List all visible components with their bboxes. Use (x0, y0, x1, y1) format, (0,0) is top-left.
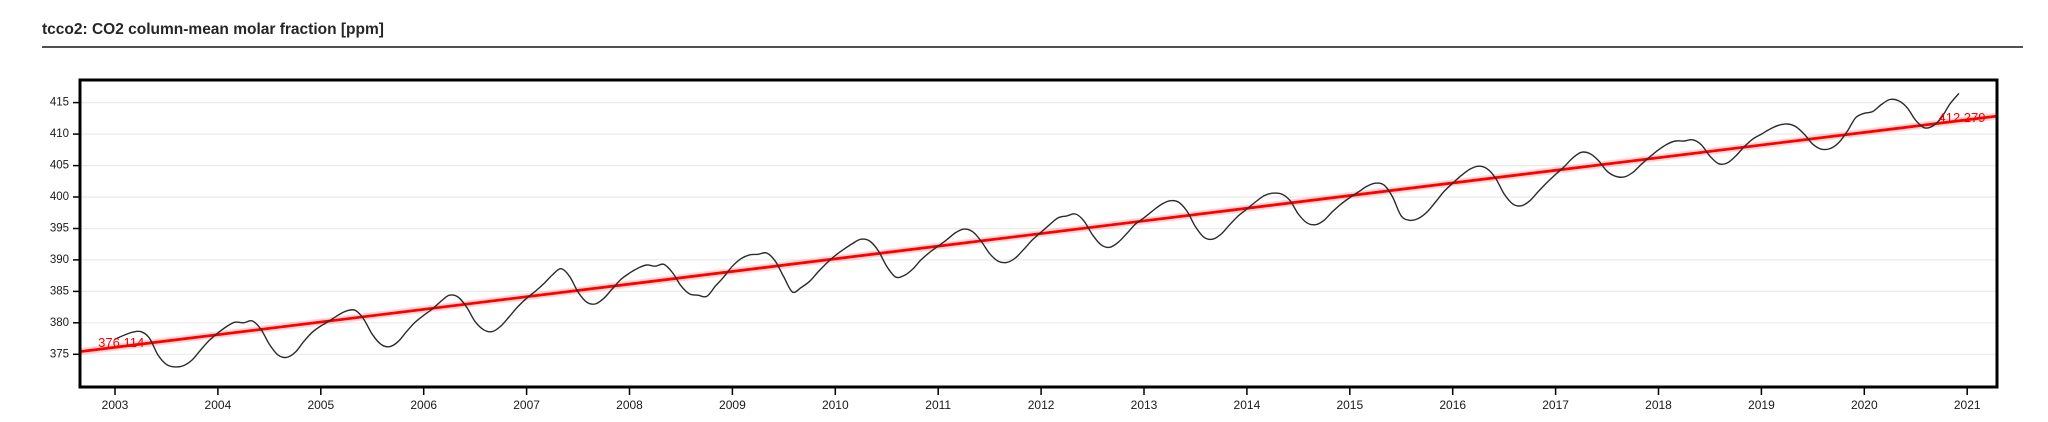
x-tick-label: 2016 (1439, 398, 1466, 412)
x-tick-label: 2007 (513, 398, 540, 412)
x-tick-label: 2005 (307, 398, 334, 412)
co2-series-line (114, 93, 1960, 368)
y-tick-label: 390 (50, 254, 69, 266)
x-tick-label: 2006 (410, 398, 437, 412)
x-tick-label: 2017 (1542, 398, 1569, 412)
y-tick-label: 410 (50, 128, 69, 140)
x-tick-label: 2008 (616, 398, 643, 412)
title-underline (42, 46, 2023, 48)
y-tick-label: 400 (50, 191, 69, 203)
y-tick-label: 405 (50, 160, 69, 172)
chart-title: tcco2: CO2 column-mean molar fraction [p… (42, 21, 384, 38)
x-tick-label: 2015 (1336, 398, 1363, 412)
x-tick-label: 2012 (1028, 398, 1055, 412)
x-tick-label: 2011 (925, 398, 951, 412)
y-tick-label: 385 (50, 285, 69, 297)
trend-end-label: 412.279 (1939, 110, 1986, 125)
x-tick-label: 2003 (102, 398, 129, 412)
x-tick-label: 2018 (1645, 398, 1672, 412)
x-tick-label: 2020 (1851, 398, 1878, 412)
x-tick-label: 2021 (1954, 398, 1981, 412)
y-tick-label: 375 (50, 348, 69, 360)
y-tick-label: 415 (50, 97, 69, 109)
trend-start-label: 376.114 (98, 335, 144, 350)
x-tick-label: 2013 (1131, 398, 1158, 412)
x-tick-label: 2009 (719, 398, 746, 412)
y-tick-label: 395 (50, 223, 69, 235)
y-tick-label: 380 (50, 317, 69, 329)
x-tick-label: 2014 (1234, 398, 1261, 412)
plot-border (78, 78, 1999, 389)
x-tick-label: 2004 (205, 398, 232, 412)
x-tick-label: 2010 (822, 398, 849, 412)
x-tick-label: 2019 (1748, 398, 1775, 412)
